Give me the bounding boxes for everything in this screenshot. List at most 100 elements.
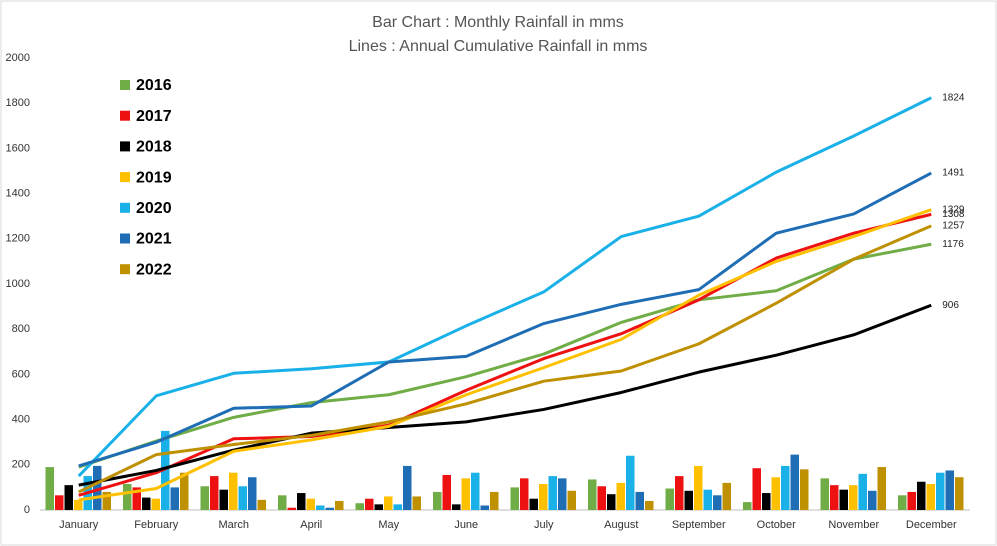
end-label: 906 xyxy=(942,300,959,311)
bar xyxy=(898,495,907,510)
bar xyxy=(849,485,858,510)
bar xyxy=(907,491,916,510)
x-tick-label: November xyxy=(828,519,879,531)
bar xyxy=(597,486,606,510)
bar xyxy=(645,500,654,510)
bar xyxy=(161,430,170,510)
bar xyxy=(743,502,752,510)
bar xyxy=(471,472,480,510)
bar xyxy=(433,491,442,510)
bar xyxy=(955,477,964,510)
bar xyxy=(917,481,926,510)
legend-label: 2018 xyxy=(136,139,172,156)
y-tick-label: 1400 xyxy=(6,188,30,200)
bar xyxy=(820,478,829,510)
bar xyxy=(877,467,886,510)
bar xyxy=(703,489,712,510)
bar xyxy=(945,470,954,510)
bar xyxy=(480,505,489,510)
bar xyxy=(510,487,519,510)
bar xyxy=(771,477,780,510)
bar xyxy=(684,490,693,510)
x-tick-label: January xyxy=(59,519,99,531)
bar xyxy=(93,465,102,510)
cumulative-line xyxy=(77,96,932,478)
legend-label: 2021 xyxy=(136,231,172,248)
bar xyxy=(374,504,383,510)
bar xyxy=(781,465,790,510)
bar xyxy=(180,472,189,510)
bar xyxy=(558,478,567,510)
bar xyxy=(238,486,247,510)
bar xyxy=(219,489,228,510)
end-label: 1329 xyxy=(942,204,965,215)
bar xyxy=(752,468,761,510)
legend-label: 2020 xyxy=(136,200,172,217)
bar xyxy=(384,496,393,510)
bar xyxy=(170,487,179,510)
bar xyxy=(858,473,867,510)
y-tick-label: 200 xyxy=(12,459,30,471)
bar xyxy=(229,472,238,510)
bar xyxy=(694,465,703,510)
y-tick-label: 1800 xyxy=(6,97,30,109)
y-tick-label: 400 xyxy=(12,414,30,426)
bar xyxy=(635,491,644,510)
bar xyxy=(868,490,877,510)
legend-swatch xyxy=(120,110,130,121)
bar xyxy=(123,484,132,510)
bar xyxy=(490,491,499,510)
bar xyxy=(335,500,344,510)
y-tick-label: 1000 xyxy=(6,278,30,290)
bar xyxy=(607,494,616,510)
end-label: 1308 xyxy=(942,209,965,220)
bar xyxy=(452,504,461,510)
bar xyxy=(926,484,935,510)
end-label: 1824 xyxy=(942,92,965,103)
legend-label: 2019 xyxy=(136,169,172,186)
bar xyxy=(539,484,548,510)
legend-label: 2016 xyxy=(136,77,172,94)
bar xyxy=(74,499,83,510)
legend-swatch xyxy=(120,80,130,90)
bar xyxy=(306,498,315,510)
bar xyxy=(316,505,325,510)
bar xyxy=(142,497,151,510)
y-tick-label: 1200 xyxy=(6,233,30,245)
bar xyxy=(529,498,538,510)
legend-label: 2022 xyxy=(136,261,172,278)
bar xyxy=(355,503,364,510)
bar xyxy=(461,478,470,510)
y-tick-label: 2000 xyxy=(6,52,30,64)
bar xyxy=(830,485,839,510)
end-label: 1257 xyxy=(942,221,965,232)
y-tick-label: 800 xyxy=(12,323,30,335)
bar xyxy=(102,491,111,510)
bar xyxy=(403,465,412,510)
chart-title: Bar Chart : Monthly Rainfall in mms xyxy=(372,14,624,31)
y-tick-label: 600 xyxy=(12,368,30,380)
legend-swatch xyxy=(120,141,130,152)
legend-swatch xyxy=(120,202,130,213)
bar xyxy=(151,498,160,510)
x-tick-label: March xyxy=(218,519,249,531)
x-tick-label: August xyxy=(604,519,638,531)
bar xyxy=(520,478,529,510)
bar xyxy=(200,486,209,510)
bar xyxy=(45,467,54,510)
cumulative-line xyxy=(78,171,932,468)
bar xyxy=(55,495,64,510)
x-tick-label: April xyxy=(300,519,322,531)
cumulative-line xyxy=(78,303,932,487)
x-tick-label: February xyxy=(134,519,179,531)
x-tick-label: July xyxy=(534,519,554,531)
bar xyxy=(800,469,809,510)
bar xyxy=(365,498,374,510)
bar xyxy=(588,479,597,510)
cumulative-line xyxy=(78,212,932,497)
end-label: 1491 xyxy=(942,168,965,179)
bar xyxy=(393,504,402,510)
x-tick-label: September xyxy=(672,519,726,531)
y-tick-label: 1600 xyxy=(6,142,30,154)
